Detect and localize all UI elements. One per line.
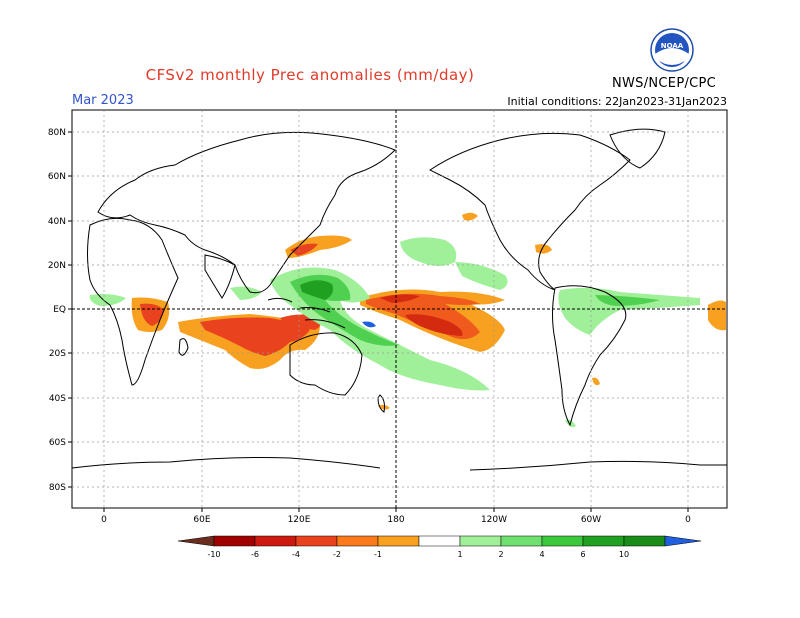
- dry-anomaly-pacific-core: [405, 314, 463, 336]
- lat-label: 60S: [49, 438, 66, 448]
- dry-anomaly-pacific-north: [380, 294, 420, 303]
- latitude-labels: 80N 60N 40N 20N EQ 20S 40S 60S 80S: [48, 128, 72, 493]
- colorbar-swatch: [418, 535, 461, 547]
- lat-label: 80N: [48, 128, 66, 138]
- dry-anomaly-south-america: [592, 377, 600, 386]
- lon-label: 60W: [581, 515, 601, 525]
- lat-label: 40N: [48, 217, 66, 227]
- lat-label: 40S: [49, 394, 66, 404]
- colorbar-tick-label: -6: [251, 550, 259, 559]
- colorbar: -10 -6 -4 -2 -1 1 2 4 6 10: [177, 535, 702, 559]
- colorbar-tick-label: -2: [333, 550, 341, 559]
- colorbar-tick-label: 6: [580, 550, 585, 559]
- wet-anomaly-extreme: [362, 321, 376, 328]
- lat-label: 80S: [49, 483, 66, 493]
- lat-label: 20N: [48, 261, 66, 271]
- colorbar-tick-label: -1: [374, 550, 382, 559]
- lat-label: EQ: [53, 305, 66, 315]
- colorbar-swatch: [500, 535, 543, 547]
- colorbar-swatch: [623, 535, 666, 547]
- colorbar-tick-label: -10: [207, 550, 220, 559]
- colorbar-swatch: [459, 535, 502, 547]
- wet-anomaly-warm-pool-core: [300, 280, 334, 300]
- colorbar-tick-label: 1: [457, 550, 462, 559]
- wet-anomaly-north-pacific: [400, 237, 457, 266]
- colorbar-swatch: [213, 535, 256, 547]
- wet-anomaly-africa-west: [89, 294, 126, 306]
- colorbar-swatch: [336, 535, 379, 547]
- lon-label: 120E: [288, 515, 311, 525]
- north-america-outline: [429, 132, 631, 291]
- dry-anomaly-gulf: [535, 244, 552, 254]
- wet-anomaly-atlantic-core: [595, 295, 660, 306]
- agency-label: NWS/NCEP/CPC: [612, 76, 717, 91]
- maritime-continent-outline: [267, 297, 346, 329]
- initial-conditions: Initial conditions: 22Jan2023-31Jan2023: [507, 95, 727, 108]
- lon-label: 180: [387, 515, 404, 525]
- new-zealand-outline: [377, 394, 385, 413]
- india-outline: [204, 254, 236, 299]
- antarctica-outline: [71, 457, 727, 471]
- africa-outline: [87, 217, 179, 386]
- lon-label: 0: [685, 515, 691, 525]
- wet-anomaly-indian: [230, 286, 262, 300]
- dry-anomaly-indian-ocean-core: [200, 317, 310, 356]
- dry-anomaly-north-pacific: [462, 212, 478, 221]
- lon-label: 60E: [193, 515, 210, 525]
- eurasia-outline: [97, 131, 396, 294]
- forecast-period: Mar 2023: [72, 93, 134, 108]
- colorbar-max-arrow: [664, 535, 702, 547]
- wet-anomaly-atlantic: [558, 287, 700, 335]
- lon-label: 120W: [481, 515, 507, 525]
- colorbar-tick-label: 10: [619, 550, 629, 559]
- lon-label: 0: [101, 515, 107, 525]
- dry-anomaly-east-asia-core: [290, 243, 318, 256]
- greenland-outline: [609, 128, 666, 169]
- lat-label: 60N: [48, 172, 66, 182]
- south-america-outline: [552, 285, 627, 427]
- longitude-labels: 0 60E 120E 180 120W 60W 0: [101, 508, 691, 525]
- dry-anomaly-atlantic: [708, 300, 726, 331]
- colorbar-swatch: [295, 535, 338, 547]
- wet-anomaly-hawaii: [455, 262, 508, 290]
- lat-label: 20S: [49, 349, 66, 359]
- colorbar-min-arrow: [177, 535, 215, 547]
- australia-outline: [289, 332, 363, 396]
- colorbar-tick-label: 4: [539, 550, 544, 559]
- noaa-logo-icon: NOAA: [650, 28, 694, 72]
- logo-text: NOAA: [661, 42, 684, 50]
- colorbar-tick-label: -4: [292, 550, 300, 559]
- colorbar-swatch: [582, 535, 625, 547]
- colorbar-tick-label: 2: [498, 550, 503, 559]
- colorbar-swatch: [377, 535, 420, 547]
- colorbar-swatch: [541, 535, 584, 547]
- map-title: CFSv2 monthly Prec anomalies (mm/day): [145, 66, 475, 84]
- madagascar-outline: [178, 338, 189, 356]
- colorbar-swatch: [254, 535, 297, 547]
- continent-outlines: [71, 128, 727, 471]
